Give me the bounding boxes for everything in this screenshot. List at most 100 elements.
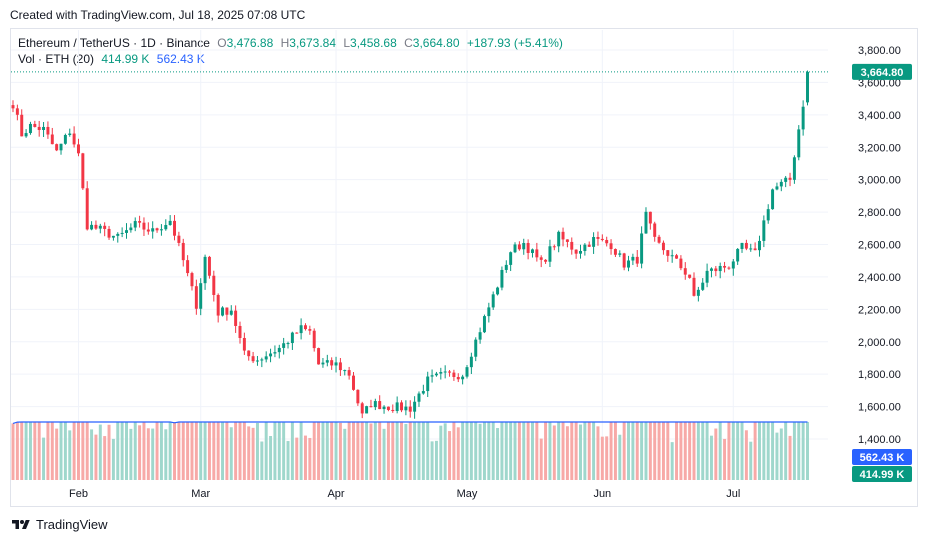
x-tick-label: Jun [593,488,611,500]
volume-bar [352,422,355,480]
candle-body [753,248,757,251]
candle-body [212,275,216,295]
candle-body [452,372,456,377]
volume-bar [55,428,59,480]
candle-body [709,268,713,271]
candle-body [448,371,452,373]
candle-body [413,401,417,412]
volume-bar [269,436,273,480]
volume-bar [207,422,211,480]
candle-body [317,348,321,365]
volume-bar [382,428,386,480]
candle-body [404,406,408,411]
candle-body [203,256,207,284]
volume-bar [24,422,28,480]
volume-bar [295,437,299,480]
x-tick-label: Mar [191,488,210,500]
candle-body [648,211,652,224]
candle-body [801,106,805,130]
volume-bar [229,427,233,480]
symbol-name[interactable]: Ethereum / TetherUS · 1D · Binance [18,36,210,50]
candle-body [592,237,596,247]
volume-bar [705,422,709,480]
candle-body [369,406,373,408]
candle-body [701,282,705,290]
volume-bar [461,422,465,480]
chart-frame [10,28,918,507]
candle-body [11,105,15,109]
candle-body [207,256,211,276]
volume-bar [749,441,753,480]
candle-body [334,362,338,366]
y-tick-label: 3,400.00 [858,110,901,122]
candle-body [216,294,220,316]
candle-body [365,406,369,414]
candle-body [76,144,80,154]
volume-bar [727,422,731,480]
volume-bar [290,422,294,480]
volume-bar [159,422,163,480]
volume-indicator-name[interactable]: Vol · ETH (20) [18,52,95,66]
volume-bar [81,422,85,480]
candle-body [111,235,115,238]
candle-body [173,220,177,236]
candle-body [736,248,740,262]
volume-bar [338,422,342,480]
volume-bar [609,422,613,480]
candle-body [653,223,657,237]
candle-body [251,356,255,362]
candle-body [352,375,355,390]
volume-bar [146,428,150,480]
volume-bar [395,422,399,480]
volume-bar [408,422,412,480]
candle-body [635,256,639,264]
volume-bar [247,426,251,480]
volume-bar [242,422,246,480]
candle-body [159,229,163,231]
y-tick-label: 2,600.00 [858,240,901,252]
volume-bar [430,441,434,480]
volume-value: 414.99 K [101,52,150,66]
candle-body [90,224,94,230]
candle-body [282,343,286,348]
volume-bar [417,422,421,480]
volume-bar [277,422,281,480]
candle-body [530,249,534,253]
candle-body [788,177,792,180]
volume-bar [692,422,696,480]
candle-body [321,362,325,365]
candle-body [522,242,526,250]
candle-body [107,228,111,238]
candle-body [225,307,229,315]
candle-body [434,373,438,376]
candle-body [688,274,692,278]
last-price-tag: 3,664.80 [861,67,904,79]
volume-bar [365,422,369,480]
volume-bar [618,434,622,480]
candle-body [513,244,517,253]
candle-body [312,330,316,349]
candle-body [784,177,788,182]
volume-bar [465,422,469,480]
candle-body [718,265,722,272]
volume-bar [15,422,19,480]
tradingview-logo-icon [12,519,30,529]
candle-body [255,360,259,362]
candle-body [640,233,644,264]
candle-body [308,329,312,331]
candle-body [94,224,98,229]
volume-bar [539,438,543,480]
candle-body [583,244,587,251]
candle-body [779,181,783,187]
volume-bar [37,422,41,480]
candle-body [46,126,50,135]
volume-bar [282,422,286,480]
candle-body [273,352,277,354]
volume-bar [186,422,190,480]
candle-body [548,246,552,262]
volume-bar [238,422,242,480]
volume-bar [784,422,788,480]
candle-body [391,409,395,412]
y-tick-label: 3,600.00 [858,77,901,89]
